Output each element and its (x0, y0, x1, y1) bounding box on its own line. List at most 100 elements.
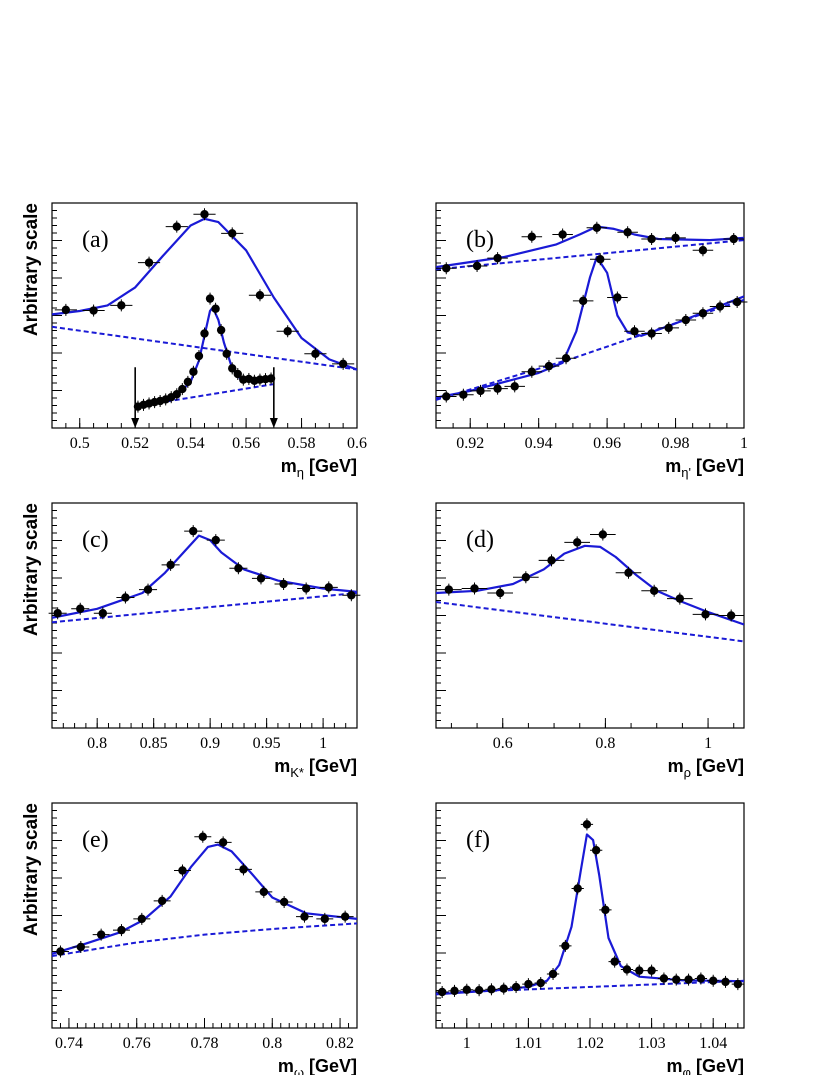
x-tick-label: 0.9 (200, 735, 220, 752)
x-axis-title: mρ [GeV] (668, 756, 744, 780)
data-point (681, 315, 691, 325)
x-tick-label: 1 (704, 735, 712, 752)
data-point (493, 384, 502, 393)
data-point (558, 230, 567, 239)
data-point (194, 351, 204, 361)
data-point (547, 556, 556, 565)
data-point (684, 975, 693, 984)
x-tick-label: 0.96 (593, 435, 621, 452)
data-point (591, 846, 601, 855)
data-point (536, 978, 545, 988)
data-point (172, 222, 181, 231)
fit-curve (52, 843, 357, 955)
x-tick-label: 1 (463, 1035, 471, 1052)
data-point (671, 233, 680, 243)
data-point (183, 377, 193, 387)
background-curve (436, 601, 744, 643)
x-tick-label: 1.02 (576, 1035, 604, 1052)
data-point (234, 564, 243, 573)
panel-label: (f) (466, 827, 490, 853)
data-point (624, 568, 633, 577)
y-axis-title: Arbitrary scale (21, 803, 42, 936)
x-tick-label: 0.95 (253, 735, 281, 752)
data-point (647, 966, 656, 975)
data-point (701, 610, 710, 619)
data-point (659, 974, 669, 983)
x-axis-title: mφ [GeV] (667, 1056, 744, 1075)
data-point (548, 969, 558, 979)
data-point (216, 325, 226, 335)
data-point (189, 367, 198, 376)
data-point (544, 361, 554, 371)
data-point (672, 975, 681, 984)
panel-1: 0.92 0.94 0.96 0.98 1 (b) mη' [GeV] (435, 202, 748, 480)
panel-3: 0.6 0.8 1 (d) mρ [GeV] (435, 502, 745, 780)
data-point (561, 941, 570, 951)
x-axis-title-unit: [GeV] (304, 756, 357, 776)
data-point (442, 264, 451, 273)
data-point (283, 327, 292, 336)
panel-4: 0.74 0.76 0.78 0.8 0.82 (e) mω [GeV] Arbitrary … (21, 802, 358, 1075)
data-point (664, 323, 673, 333)
x-axis-title-main: m (667, 1056, 683, 1075)
data-point (117, 301, 126, 310)
x-axis-title: mω [GeV] (278, 1056, 357, 1075)
data-point (61, 305, 71, 315)
x-tick-label: 0.94 (525, 435, 553, 452)
x-tick-label: 1.01 (514, 1035, 542, 1052)
fit-curve (436, 255, 744, 399)
data-point (437, 987, 447, 997)
data-point (189, 526, 198, 536)
data-point (218, 838, 228, 847)
data-point (442, 392, 451, 401)
data-point (98, 609, 108, 618)
data-point (228, 229, 237, 238)
data-point (338, 359, 348, 369)
data-point (630, 327, 639, 336)
arrow-head (131, 418, 140, 428)
panel-0: 0.5 0.52 0.54 0.56 0.58 0.6 (a) mη [GeV] Arbitra… (21, 202, 367, 480)
data-point (470, 584, 479, 593)
data-point (726, 611, 736, 620)
x-axis-title-sub: K* (290, 765, 304, 780)
x-tick-label: 0.82 (326, 1035, 354, 1052)
data-point (493, 253, 502, 263)
x-axis-title: mη' [GeV] (665, 456, 744, 480)
data-point (166, 560, 175, 570)
data-point (527, 367, 537, 376)
data-point (598, 530, 608, 539)
data-point (347, 591, 356, 600)
data-point (178, 384, 187, 394)
data-point (499, 984, 508, 993)
data-point (573, 884, 582, 893)
y-axis-title: Arbitrary scale (21, 203, 42, 336)
y-axis-title: Arbitrary scale (21, 503, 42, 636)
data-point (527, 232, 537, 241)
background-curve (52, 922, 357, 957)
data-point (172, 390, 181, 399)
data-point (610, 957, 619, 966)
data-point (613, 293, 622, 302)
data-point (623, 228, 632, 237)
data-point (76, 604, 85, 613)
x-tick-label: 0.54 (177, 435, 205, 452)
data-point (472, 261, 482, 271)
x-tick-label: 0.6 (347, 435, 367, 452)
data-point (601, 905, 610, 915)
data-point (596, 255, 605, 264)
x-tick-label: 1 (319, 735, 327, 752)
data-point (582, 820, 592, 829)
data-point (647, 329, 656, 338)
x-tick-label: 0.98 (662, 435, 690, 452)
data-point (279, 579, 288, 589)
data-point (233, 369, 242, 379)
x-tick-label: 0.76 (123, 1035, 151, 1052)
data-point (121, 593, 130, 602)
data-point (510, 382, 519, 391)
x-tick-label: 0.6 (493, 735, 513, 752)
data-point (137, 914, 147, 924)
data-point (572, 538, 582, 547)
data-point (56, 947, 65, 956)
data-point (200, 210, 209, 219)
